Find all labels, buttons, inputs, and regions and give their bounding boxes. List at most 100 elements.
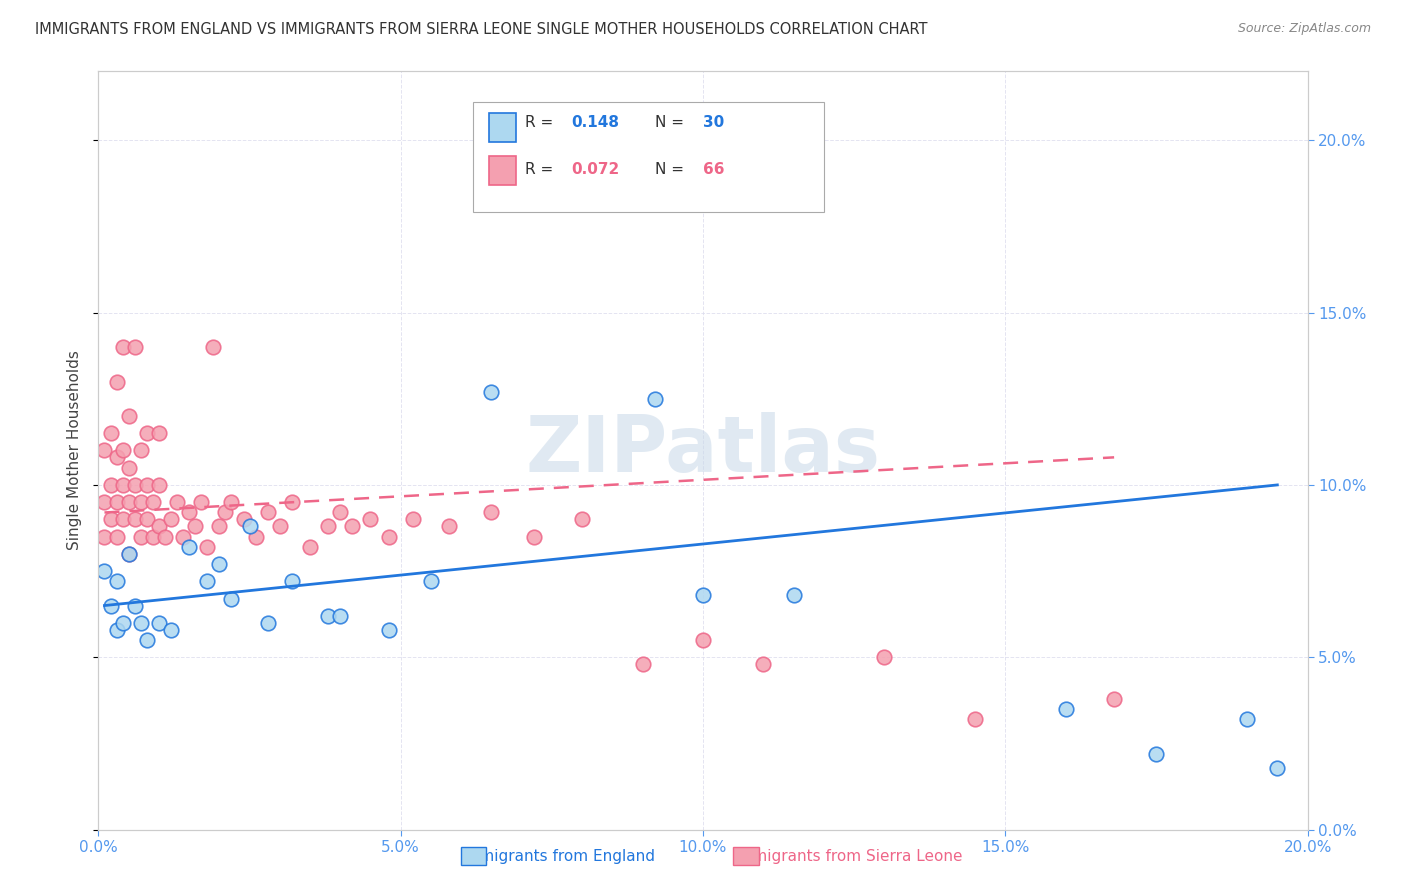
Text: R =: R =	[526, 162, 558, 178]
Text: 0.148: 0.148	[571, 115, 619, 129]
Point	[105, 623, 128, 637]
Text: 0.072: 0.072	[571, 162, 620, 178]
Bar	[489, 156, 516, 186]
Point	[523, 530, 546, 544]
Point	[692, 588, 714, 602]
Point	[100, 599, 122, 613]
Text: N =: N =	[655, 115, 689, 129]
Point	[965, 712, 987, 726]
Point	[142, 530, 165, 544]
Point	[153, 530, 176, 544]
Point	[299, 540, 322, 554]
Point	[160, 623, 183, 637]
Point	[281, 574, 304, 589]
Point	[93, 443, 115, 458]
Point	[481, 506, 503, 520]
Point	[316, 519, 339, 533]
Point	[148, 519, 170, 533]
Point	[118, 547, 141, 561]
Point	[118, 409, 141, 423]
Point	[105, 495, 128, 509]
Point	[360, 512, 382, 526]
Text: IMMIGRANTS FROM ENGLAND VS IMMIGRANTS FROM SIERRA LEONE SINGLE MOTHER HOUSEHOLDS: IMMIGRANTS FROM ENGLAND VS IMMIGRANTS FR…	[35, 22, 928, 37]
Point	[148, 478, 170, 492]
Point	[111, 478, 134, 492]
Point	[111, 443, 134, 458]
Point	[437, 519, 460, 533]
Point	[111, 340, 134, 354]
Point	[118, 547, 141, 561]
Point	[1054, 702, 1077, 716]
Point	[129, 615, 152, 630]
Point	[190, 495, 212, 509]
Point	[256, 615, 278, 630]
Text: R =: R =	[526, 115, 558, 129]
Point	[148, 426, 170, 441]
Point	[208, 557, 231, 572]
Point	[148, 615, 170, 630]
Point	[105, 450, 128, 465]
Point	[420, 574, 443, 589]
Point	[142, 495, 165, 509]
Point	[129, 530, 152, 544]
Point	[202, 340, 225, 354]
Point	[124, 340, 146, 354]
FancyBboxPatch shape	[474, 102, 824, 211]
Point	[124, 478, 146, 492]
Point	[100, 478, 122, 492]
Point	[752, 657, 775, 672]
Point	[195, 540, 218, 554]
Point	[105, 375, 128, 389]
Point	[124, 599, 146, 613]
Point	[402, 512, 425, 526]
Point	[269, 519, 291, 533]
Bar	[489, 113, 516, 142]
Point	[221, 495, 243, 509]
Point	[377, 530, 399, 544]
Point	[1236, 712, 1258, 726]
Text: 30: 30	[703, 115, 724, 129]
Point	[783, 588, 806, 602]
Point	[1144, 747, 1167, 761]
Point	[111, 512, 134, 526]
Point	[245, 530, 267, 544]
Point	[644, 392, 666, 406]
Point	[631, 657, 654, 672]
Point	[342, 519, 364, 533]
Point	[239, 519, 262, 533]
Point	[129, 495, 152, 509]
Text: Immigrants from Sierra Leone: Immigrants from Sierra Leone	[734, 849, 963, 863]
Point	[93, 564, 115, 578]
Point	[179, 540, 201, 554]
Point	[111, 615, 134, 630]
Point	[316, 608, 339, 623]
Point	[1267, 760, 1289, 774]
Point	[105, 530, 128, 544]
Point	[129, 443, 152, 458]
Point	[214, 506, 236, 520]
Point	[377, 623, 399, 637]
Point	[100, 426, 122, 441]
Point	[195, 574, 218, 589]
Point	[1102, 691, 1125, 706]
Text: Immigrants from England: Immigrants from England	[460, 849, 655, 863]
Point	[481, 384, 503, 399]
Point	[118, 460, 141, 475]
Y-axis label: Single Mother Households: Single Mother Households	[67, 351, 83, 550]
Point	[105, 574, 128, 589]
Point	[692, 633, 714, 648]
Point	[166, 495, 188, 509]
Point	[135, 512, 157, 526]
Point	[179, 506, 201, 520]
Point	[208, 519, 231, 533]
Point	[329, 506, 352, 520]
Point	[135, 633, 157, 648]
Point	[172, 530, 194, 544]
Point	[93, 530, 115, 544]
Point	[221, 591, 243, 606]
Text: 66: 66	[703, 162, 724, 178]
Text: ZIPatlas: ZIPatlas	[526, 412, 880, 489]
Point	[571, 512, 593, 526]
Point	[160, 512, 183, 526]
Point	[118, 495, 141, 509]
